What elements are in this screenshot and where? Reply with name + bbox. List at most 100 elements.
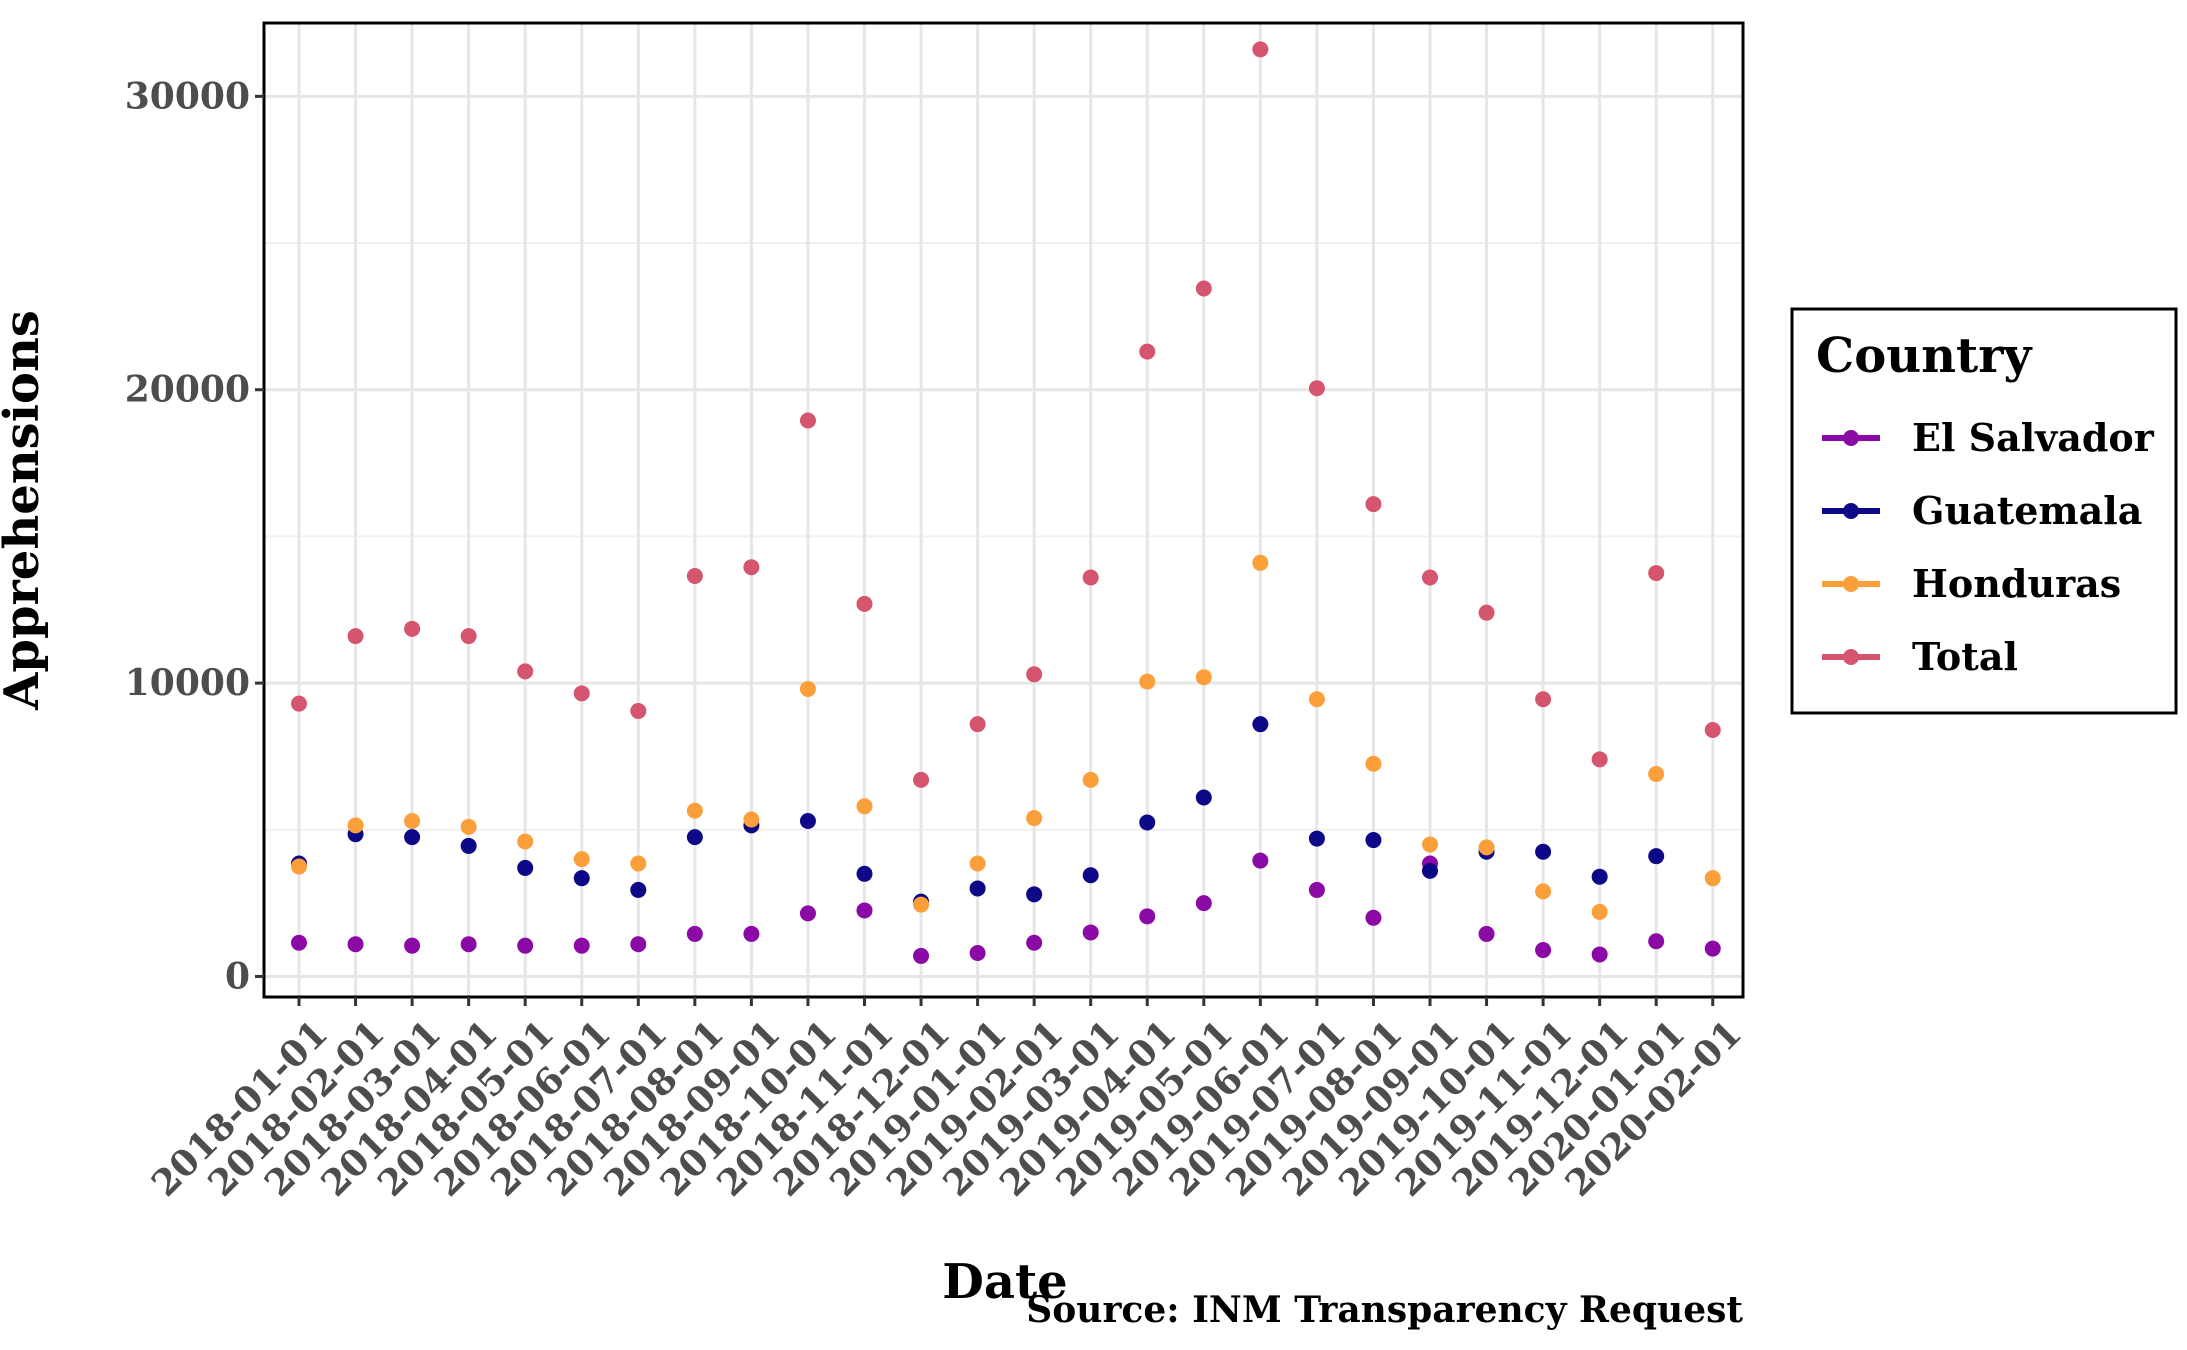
point-el-salvador (969, 944, 986, 961)
point-guatemala (1139, 814, 1156, 831)
point-honduras (1648, 766, 1665, 783)
point-honduras (1704, 870, 1721, 887)
point-honduras (1139, 673, 1156, 690)
point-el-salvador (1591, 946, 1608, 963)
point-total (347, 628, 364, 645)
point-total (1365, 496, 1382, 513)
point-el-salvador (799, 905, 816, 922)
point-honduras (1308, 691, 1325, 708)
point-el-salvador (1704, 940, 1721, 957)
point-guatemala (573, 870, 590, 887)
point-total (1139, 343, 1156, 360)
point-el-salvador (573, 937, 590, 954)
plot-background (264, 23, 1743, 997)
legend-title: Country (1816, 328, 2033, 384)
point-el-salvador (1308, 881, 1325, 898)
source-caption: Source: INM Transparency Request (1026, 1289, 1743, 1331)
point-honduras (1535, 883, 1552, 900)
legend-key-point (1843, 503, 1859, 519)
point-honduras (517, 833, 534, 850)
point-el-salvador (1648, 933, 1665, 950)
legend: Country El Salvador Guatemala Honduras Tota… (1790, 307, 2178, 715)
point-guatemala (1252, 716, 1269, 733)
point-total (1535, 691, 1552, 708)
y-tick-label: 10000 (125, 662, 250, 704)
point-total (404, 620, 421, 637)
point-total (517, 663, 534, 680)
legend-items: El Salvador Guatemala Honduras Total (1822, 415, 2155, 679)
point-el-salvador (347, 936, 364, 953)
point-el-salvador (517, 937, 534, 954)
point-total (291, 695, 307, 712)
point-honduras (460, 818, 477, 835)
point-total (630, 702, 647, 719)
point-el-salvador (1365, 909, 1382, 926)
point-el-salvador (686, 925, 703, 942)
y-axis-title: Apprehensions (0, 310, 50, 711)
point-total (460, 628, 477, 645)
point-total (969, 716, 986, 733)
plot-frame (262, 21, 1745, 999)
point-guatemala (630, 881, 647, 898)
legend-label: Total (1912, 634, 2018, 679)
point-honduras (1478, 839, 1495, 856)
point-honduras (347, 817, 364, 834)
point-honduras (913, 896, 930, 913)
point-honduras (686, 802, 703, 819)
point-el-salvador (1026, 934, 1043, 951)
point-total (1648, 565, 1665, 582)
point-guatemala (1365, 832, 1382, 849)
point-honduras (743, 811, 760, 828)
point-el-salvador (743, 925, 760, 942)
y-tick-label: 30000 (125, 75, 250, 117)
point-total (1252, 41, 1269, 58)
point-total (1026, 666, 1043, 683)
point-honduras (799, 680, 816, 697)
point-total (913, 771, 930, 788)
point-el-salvador (404, 937, 421, 954)
point-guatemala (1648, 848, 1665, 865)
point-guatemala (1422, 862, 1438, 879)
point-honduras (856, 798, 873, 815)
point-total (1422, 569, 1438, 586)
point-honduras (1252, 554, 1269, 571)
point-el-salvador (1535, 942, 1552, 959)
point-honduras (1591, 903, 1608, 920)
data-points (291, 41, 1721, 964)
point-guatemala (517, 859, 534, 876)
point-guatemala (404, 829, 421, 846)
y-tick-label: 20000 (125, 369, 250, 411)
legend-label: Guatemala (1912, 488, 2142, 533)
point-honduras (1195, 669, 1212, 686)
point-guatemala (1082, 867, 1099, 884)
point-guatemala (1535, 843, 1552, 860)
point-guatemala (799, 812, 816, 829)
point-honduras (1422, 836, 1438, 853)
x-axis: 2018-01-012018-02-012018-03-012018-04-01… (144, 997, 1750, 1205)
point-guatemala (1026, 886, 1043, 903)
point-guatemala (856, 865, 873, 882)
point-el-salvador (291, 934, 307, 951)
point-guatemala (686, 829, 703, 846)
legend-key-point (1843, 430, 1859, 446)
point-el-salvador (913, 947, 930, 964)
point-total (686, 568, 703, 585)
point-guatemala (1195, 789, 1212, 806)
point-honduras (630, 855, 647, 872)
point-el-salvador (1252, 852, 1269, 869)
y-tick-label: 0 (225, 955, 250, 997)
point-total (743, 559, 760, 576)
point-honduras (1026, 810, 1043, 827)
y-axis: 0 10000 20000 30000 (125, 75, 264, 997)
point-total (1082, 569, 1099, 586)
legend-label: Honduras (1912, 561, 2121, 606)
point-honduras (573, 851, 590, 868)
legend-key-point (1843, 576, 1859, 592)
point-honduras (969, 855, 986, 872)
point-el-salvador (460, 936, 477, 953)
point-el-salvador (630, 936, 647, 953)
point-total (1704, 722, 1721, 739)
point-guatemala (969, 880, 986, 897)
point-total (799, 412, 816, 429)
legend-label: El Salvador (1912, 415, 2155, 460)
